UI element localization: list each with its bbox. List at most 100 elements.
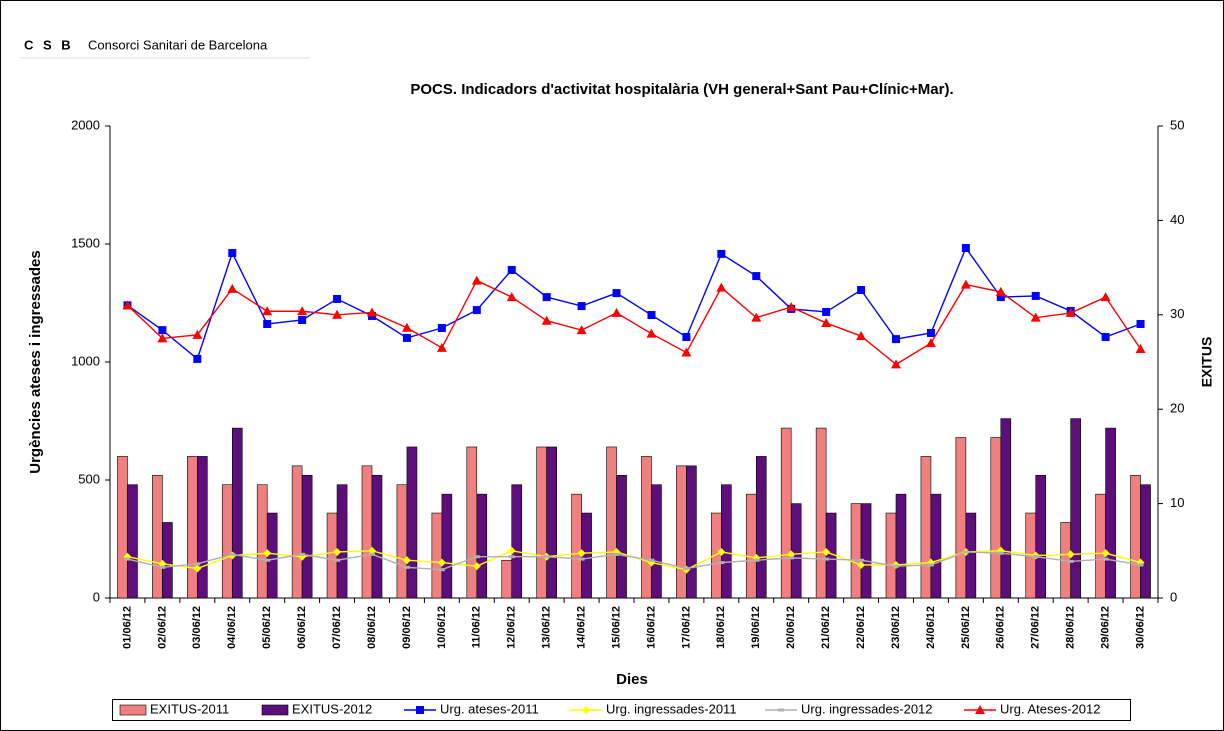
bar <box>396 484 408 599</box>
y2-axis-title: EXITUS <box>1199 337 1215 388</box>
marker <box>752 272 761 281</box>
x-tick-label: 20/06/12 <box>785 606 797 649</box>
x-tick-label: 03/06/12 <box>191 606 203 649</box>
marker <box>124 557 131 561</box>
legend-label: EXITUS-2011 <box>150 701 229 716</box>
bar <box>187 456 198 599</box>
y2-tick-label: 10 <box>1170 495 1184 510</box>
x-tick-label: 28/06/12 <box>1065 606 1077 649</box>
marker <box>192 329 203 339</box>
bar <box>1140 484 1151 599</box>
marker <box>416 706 424 714</box>
marker <box>437 558 446 567</box>
legend-box <box>112 699 1131 721</box>
marker <box>961 244 970 253</box>
marker <box>367 307 377 317</box>
bar <box>511 484 523 599</box>
marker <box>717 547 726 556</box>
marker <box>158 326 167 335</box>
y2-tick-label: 40 <box>1170 212 1184 227</box>
marker <box>778 708 784 712</box>
marker <box>925 338 936 348</box>
bar <box>780 427 792 599</box>
marker <box>612 289 621 298</box>
legend-label: Urg. ingressades-2012 <box>801 701 933 716</box>
legend-swatch <box>261 704 289 716</box>
bar <box>501 559 513 599</box>
marker <box>975 705 985 714</box>
x-tick-label: 27/06/12 <box>1030 606 1042 649</box>
bar <box>920 456 932 599</box>
y-tick-label: 1500 <box>71 235 100 250</box>
bar <box>990 437 1002 599</box>
x-tick-label: 07/06/12 <box>331 606 343 649</box>
bar <box>1070 418 1081 599</box>
marker <box>472 306 481 315</box>
marker <box>1031 291 1040 300</box>
marker <box>158 559 167 568</box>
marker <box>647 311 656 320</box>
marker <box>229 552 236 556</box>
marker <box>263 549 272 558</box>
x-tick-label: 12/06/12 <box>506 606 518 649</box>
x-tick-label: 15/06/12 <box>610 606 622 649</box>
marker <box>856 331 867 341</box>
bar <box>1000 418 1012 599</box>
y-tick-label: 0 <box>93 589 100 604</box>
x-tick-label: 23/06/12 <box>890 606 902 649</box>
logo-mark: C S B <box>24 37 74 52</box>
marker <box>402 556 411 565</box>
marker <box>582 706 590 714</box>
marker <box>508 555 515 559</box>
x-tick-label: 22/06/12 <box>855 606 867 649</box>
marker <box>577 302 586 311</box>
marker <box>786 302 797 312</box>
marker <box>927 563 934 567</box>
bar <box>256 484 268 599</box>
bar <box>651 484 662 599</box>
marker <box>472 562 481 571</box>
bar <box>895 493 907 599</box>
y2-tick-label: 30 <box>1170 306 1184 321</box>
marker <box>228 248 237 257</box>
legend-swatch <box>119 704 147 716</box>
marker <box>436 342 447 352</box>
marker <box>1032 555 1039 559</box>
marker <box>402 333 411 342</box>
marker <box>926 328 935 337</box>
marker <box>1101 549 1110 558</box>
x-tick-label: 16/06/12 <box>645 606 657 649</box>
marker <box>334 558 341 562</box>
marker <box>576 325 587 335</box>
marker <box>1101 332 1110 341</box>
bar <box>431 512 443 599</box>
x-tick-label: 29/06/12 <box>1100 606 1112 649</box>
bar <box>721 484 732 599</box>
marker <box>857 560 866 569</box>
x-tick-label: 02/06/12 <box>156 606 168 649</box>
marker <box>857 286 866 295</box>
bar <box>361 465 373 599</box>
bar <box>371 474 383 599</box>
y-axis-title: Urgències ateses i ingressades <box>27 250 44 473</box>
bar <box>606 446 617 599</box>
bar <box>641 456 652 599</box>
marker <box>1135 344 1146 354</box>
bar <box>476 493 488 599</box>
marker <box>1066 550 1075 559</box>
marker <box>1102 557 1109 561</box>
x-tick-label: 05/06/12 <box>261 606 273 649</box>
x-tick-label: 18/06/12 <box>715 606 727 649</box>
bar <box>301 474 313 599</box>
marker <box>471 275 482 285</box>
bar <box>616 474 627 599</box>
bar <box>676 465 687 599</box>
x-tick-label: 21/06/12 <box>820 606 832 649</box>
marker <box>823 557 830 561</box>
marker <box>1136 320 1145 329</box>
marker <box>438 568 445 572</box>
marker <box>892 335 900 344</box>
marker <box>541 315 552 325</box>
marker <box>682 332 691 341</box>
